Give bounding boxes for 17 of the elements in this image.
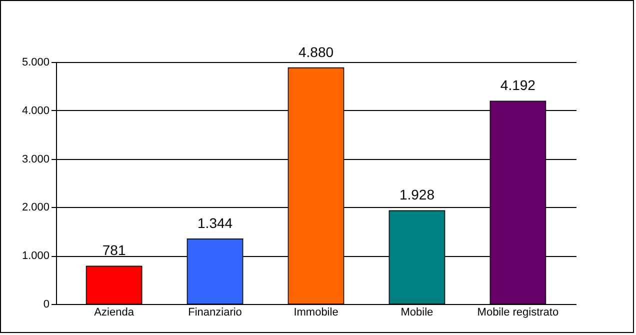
data-label: 781 [102,242,126,258]
bar [86,266,142,304]
data-label: 4.880 [298,44,334,60]
data-label: 1.928 [399,186,435,203]
x-tick-label: Finanziario [188,306,242,318]
y-tick-label: 2.000 [22,202,50,214]
x-tick-label: Mobile [400,306,434,318]
data-label: 4.192 [500,77,536,94]
y-tick-label: 0 [43,298,50,310]
y-tick-label: 3.000 [22,153,50,166]
x-tick-label: Immobile [294,306,338,318]
y-tick-label: 4.000 [22,104,50,117]
y-tick-label: 5.000 [22,56,50,68]
x-tick-label: Mobile registrato [477,306,559,318]
y-tick-label: 1.000 [22,250,50,262]
data-label: 1.344 [198,214,233,231]
x-tick-label: Azienda [94,306,135,318]
